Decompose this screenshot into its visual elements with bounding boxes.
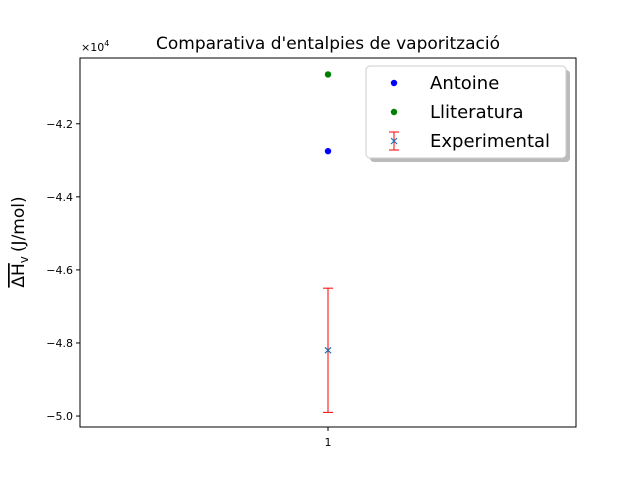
legend-label: Experimental	[430, 131, 550, 152]
legend-items: Antoine Lliteratura Experimental	[389, 73, 550, 152]
legend-label: Antoine	[430, 73, 499, 94]
y-tick-label: −5.0	[46, 410, 73, 423]
y-axis-ticks: −5.0 −4.8 −4.6 −4.4 −4.2	[46, 118, 80, 423]
point-antoine	[324, 147, 332, 155]
y-tick-label: −4.4	[46, 191, 73, 204]
legend-label: Lliteratura	[430, 102, 524, 123]
legend-item-experimental: Experimental	[389, 131, 550, 152]
legend-box	[365, 65, 567, 159]
plot-frame	[79, 57, 577, 428]
y-offset-label: ×104	[81, 39, 109, 54]
y-tick-label: −4.8	[46, 337, 73, 350]
y-axis-label: ΔHv(J/mol)	[9, 196, 31, 287]
data-marks	[323, 71, 333, 413]
legend-item-antoine: Antoine	[390, 73, 499, 94]
point-experimental	[324, 346, 332, 354]
point-lliteratura	[324, 71, 332, 78]
legend-item-lliteratura: Lliteratura	[390, 102, 524, 123]
y-tick-label: −4.2	[46, 118, 73, 131]
y-tick-label: −4.6	[46, 264, 73, 277]
x-tick-label: 1	[325, 436, 332, 449]
x-axis-ticks: 1	[325, 427, 332, 449]
legend-marker	[389, 131, 399, 151]
legend-marker	[390, 108, 398, 116]
chart-title: Comparativa d'entalpies de vaporització	[156, 34, 500, 54]
legend: Antoine Lliteratura Experimental	[365, 65, 570, 162]
legend-marker	[390, 79, 398, 87]
